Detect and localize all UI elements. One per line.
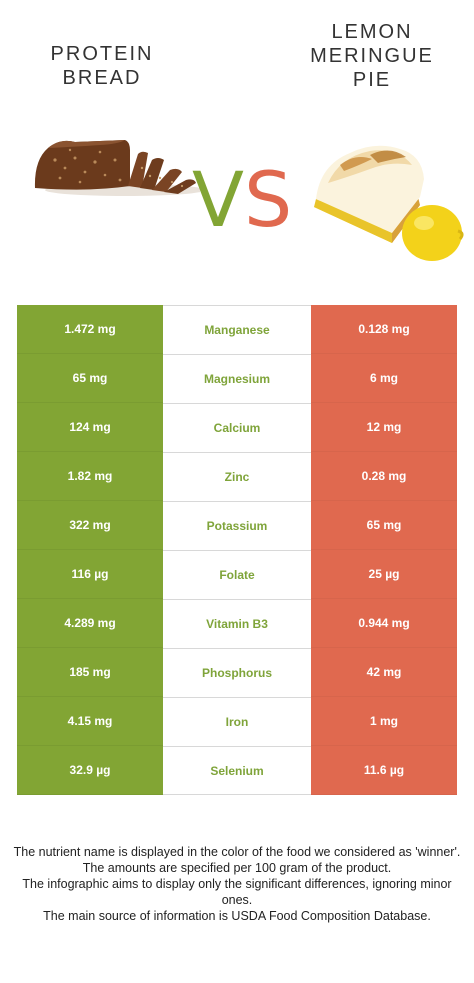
lemon-meringue-pie-value: 25 µg (311, 550, 457, 599)
table-row: 32.9 µg Selenium 11.6 µg (17, 746, 457, 795)
table-row: 185 mg Phosphorus 42 mg (17, 648, 457, 697)
lemon-meringue-pie-value: 0.944 mg (311, 599, 457, 648)
nutrient-name: Selenium (163, 746, 311, 795)
lemon-meringue-pie-value: 42 mg (311, 648, 457, 697)
nutrient-name: Calcium (163, 403, 311, 452)
footer-note-1: The nutrient name is displayed in the co… (13, 845, 461, 859)
lemon-meringue-pie-value: 0.28 mg (311, 452, 457, 501)
protein-bread-value: 65 mg (17, 354, 163, 403)
nutrient-comparison-table: 1.472 mg Manganese 0.128 mg 65 mg Magnesium 6… (17, 305, 457, 795)
vs-v: V (192, 155, 244, 244)
nutrient-name: Potassium (163, 501, 311, 550)
lemon-meringue-pie-value: 1 mg (311, 697, 457, 746)
nutrient-name: Vitamin B3 (163, 599, 311, 648)
protein-bread-value: 124 mg (17, 403, 163, 452)
right-food-title-line1: LEMON (331, 21, 413, 43)
nutrient-name: Zinc (163, 452, 311, 501)
protein-bread-value: 185 mg (17, 648, 163, 697)
protein-bread-value: 1.82 mg (17, 452, 163, 501)
lemon-meringue-pie-value: 12 mg (311, 403, 457, 452)
right-food-title-line3: PIE (352, 69, 392, 91)
protein-bread-value: 32.9 µg (17, 746, 163, 795)
nutrient-name: Phosphorus (163, 648, 311, 697)
table-row: 4.289 mg Vitamin B3 0.944 mg (17, 599, 457, 648)
lemon-meringue-pie-value: 11.6 µg (311, 746, 457, 795)
table-row: 1.472 mg Manganese 0.128 mg (17, 305, 457, 354)
lemon-meringue-pie-value: 65 mg (311, 501, 457, 550)
protein-bread-value: 1.472 mg (17, 305, 163, 354)
right-food-title-line2: MERINGUE (310, 45, 434, 67)
table-row: 65 mg Magnesium 6 mg (17, 354, 457, 403)
footer-note-4: The main source of information is USDA F… (43, 909, 431, 923)
protein-bread-value: 116 µg (17, 550, 163, 599)
left-food-title: PROTEIN BREAD (2, 42, 202, 90)
right-food-title: LEMON MERINGUE PIE (272, 20, 472, 92)
footer-note-2: The amounts are specified per 100 gram o… (82, 861, 392, 875)
table-row: 322 mg Potassium 65 mg (17, 501, 457, 550)
footer-notes: The nutrient name is displayed in the co… (12, 844, 462, 924)
left-food-title-line2: BREAD (62, 67, 142, 89)
protein-bread-value: 4.289 mg (17, 599, 163, 648)
table-row: 4.15 mg Iron 1 mg (17, 697, 457, 746)
protein-bread-value: 4.15 mg (17, 697, 163, 746)
lemon-meringue-pie-image (300, 135, 465, 265)
nutrient-name: Magnesium (163, 354, 311, 403)
lemon-meringue-pie-value: 6 mg (311, 354, 457, 403)
protein-bread-image (30, 120, 205, 200)
protein-bread-value: 322 mg (17, 501, 163, 550)
vs-s: S (244, 155, 293, 244)
nutrient-name: Iron (163, 697, 311, 746)
table-row: 116 µg Folate 25 µg (17, 550, 457, 599)
nutrient-name: Manganese (163, 305, 311, 354)
vs-label: VS (192, 160, 292, 240)
table-row: 124 mg Calcium 12 mg (17, 403, 457, 452)
left-food-title-line1: PROTEIN (50, 43, 154, 65)
lemon-meringue-pie-value: 0.128 mg (311, 305, 457, 354)
nutrient-name: Folate (163, 550, 311, 599)
table-row: 1.82 mg Zinc 0.28 mg (17, 452, 457, 501)
footer-note-3: The infographic aims to display only the… (22, 877, 452, 907)
